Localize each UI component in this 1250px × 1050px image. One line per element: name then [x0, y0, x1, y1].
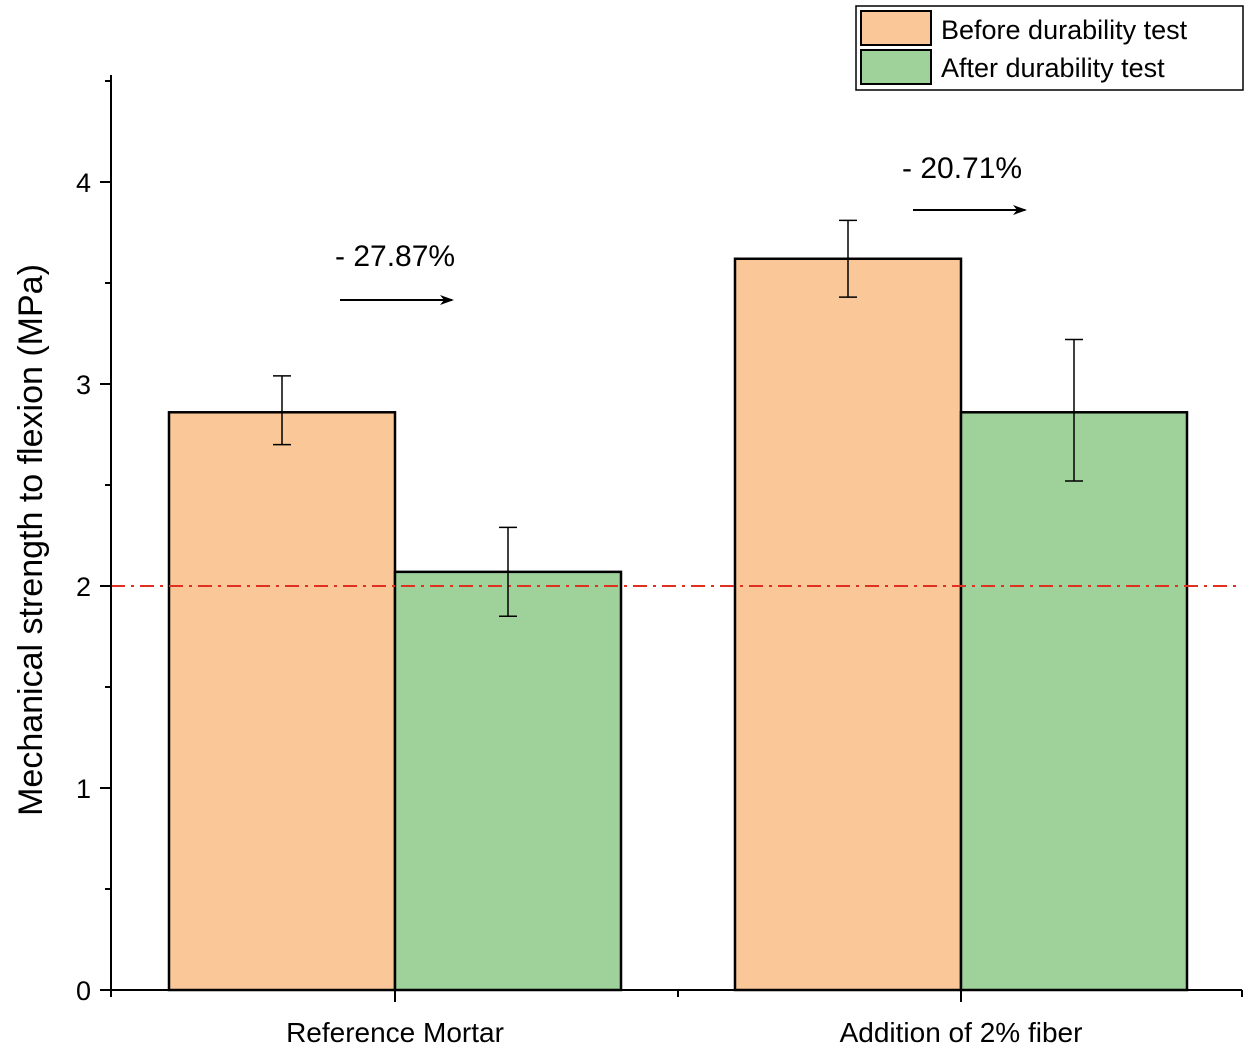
x-category-label-reference-mortar: Reference Mortar [286, 1017, 504, 1048]
y-tick-label: 2 [76, 572, 91, 602]
bar-fiber-addition-after [959, 411, 1189, 992]
error-bar-reference-mortar-after [499, 526, 517, 618]
y-tick-label: 1 [76, 774, 91, 804]
x-category-label-fiber-addition: Addition of 2% fiber [840, 1017, 1083, 1048]
bars-layer [167, 257, 1189, 992]
y-axis-title: Mechanical strength to flexion (MPa) [12, 264, 50, 816]
y-tick-label: 3 [76, 370, 91, 400]
annotation-reference-mortar-change: - 27.87% [335, 240, 455, 273]
annotation-fiber-addition-change: - 20.71% [902, 152, 1022, 185]
bar-reference-mortar-after [393, 570, 623, 992]
y-tick-label: 0 [76, 976, 91, 1006]
legend-label-before: Before durability test [941, 15, 1188, 45]
legend-label-after: After durability test [941, 53, 1165, 83]
y-ticks-layer: 0 1 2 3 4 [76, 80, 111, 1006]
x-ticks-layer [110, 990, 1243, 1002]
legend-swatch-before [860, 10, 932, 46]
bar-reference-mortar-before [167, 411, 397, 992]
y-tick-label: 4 [76, 168, 91, 198]
legend-swatch-after [860, 49, 932, 85]
error-bars-layer [273, 219, 1083, 618]
error-bar-fiber-addition-before [839, 219, 857, 298]
error-bar-reference-mortar-before [273, 375, 291, 446]
error-bar-fiber-addition-after [1065, 338, 1083, 482]
legend: Before durability test After durability … [855, 5, 1244, 91]
bar-fiber-addition-before [733, 257, 963, 992]
